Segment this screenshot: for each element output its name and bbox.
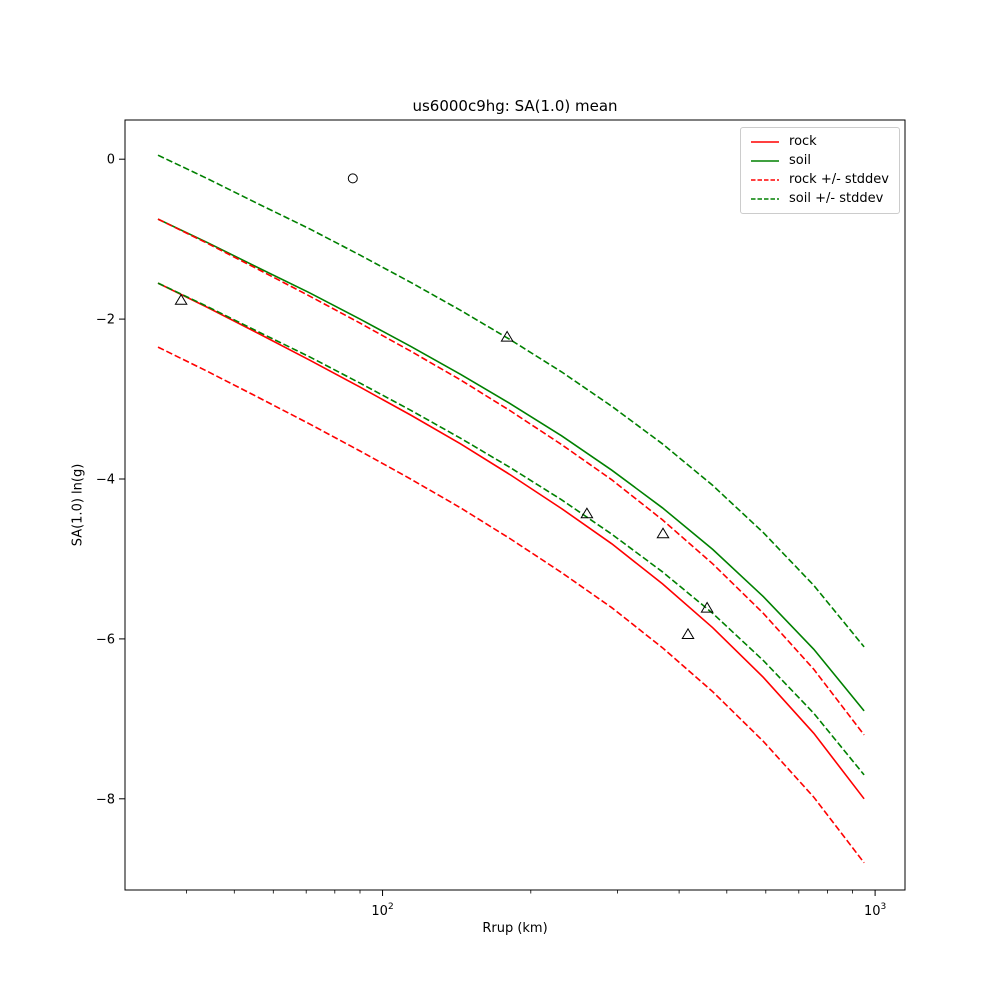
series-rock bbox=[157, 282, 865, 800]
legend-line-sample bbox=[751, 198, 780, 200]
y-tick-label: −8 bbox=[96, 792, 115, 807]
curve-upper bbox=[157, 154, 865, 648]
x-tick-label: 102 bbox=[371, 902, 393, 919]
legend-label: soil +/- stddev bbox=[789, 191, 884, 206]
legend-line-sample bbox=[751, 160, 780, 162]
legend-line-sample bbox=[751, 179, 780, 181]
x-tick-label: 103 bbox=[864, 902, 886, 919]
legend-label: rock +/- stddev bbox=[789, 172, 889, 187]
legend-item-soil: soil bbox=[750, 153, 889, 169]
chart-title: us6000c9hg: SA(1.0) mean bbox=[412, 97, 618, 115]
legend-item-soil-stddev: soil +/- stddev bbox=[750, 191, 889, 207]
series-soil bbox=[157, 218, 865, 712]
triangle-marker bbox=[656, 527, 670, 539]
y-tick-label: −6 bbox=[96, 632, 115, 647]
triangle-marker bbox=[174, 293, 188, 305]
legend-label: soil bbox=[789, 153, 811, 168]
triangle-marker bbox=[580, 507, 594, 519]
series-soil-stddev bbox=[157, 154, 865, 776]
y-tick-label: 0 bbox=[107, 153, 115, 168]
circle-marker bbox=[347, 173, 358, 184]
x-axis-label: Rrup (km) bbox=[482, 921, 548, 936]
scatter-triangle-up bbox=[174, 293, 714, 639]
series-rock-stddev bbox=[157, 218, 865, 864]
triangle-marker bbox=[500, 330, 514, 342]
y-tick-label: −2 bbox=[96, 313, 115, 328]
y-axis-label: SA(1.0) ln(g) bbox=[70, 463, 86, 547]
curve bbox=[157, 282, 865, 800]
legend-line-sample bbox=[751, 141, 780, 143]
legend-label: rock bbox=[789, 134, 817, 149]
curve bbox=[157, 218, 865, 712]
legend-item-rock-stddev: rock +/- stddev bbox=[750, 172, 889, 188]
curve-lower bbox=[157, 346, 865, 864]
triangle-marker bbox=[700, 601, 714, 613]
y-tick-label: −4 bbox=[96, 473, 115, 488]
curve-lower bbox=[157, 282, 865, 776]
legend: rock soil rock +/- stddev soil +/- stddev bbox=[740, 127, 900, 214]
scatter-circle bbox=[347, 173, 358, 184]
curve-upper bbox=[157, 218, 865, 736]
plot-frame bbox=[124, 119, 906, 891]
legend-item-rock: rock bbox=[750, 134, 889, 150]
triangle-marker bbox=[681, 627, 695, 639]
